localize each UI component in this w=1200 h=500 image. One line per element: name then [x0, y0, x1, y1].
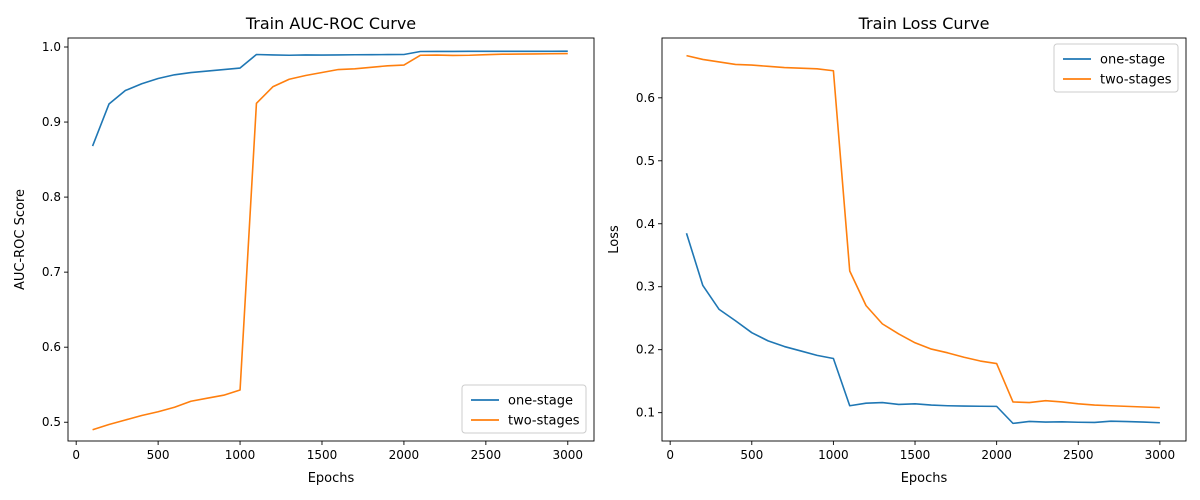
plot-frame: [661, 37, 1187, 442]
chart-title: Train AUC-ROC Curve: [245, 14, 416, 33]
y-tick-label: 0.4: [636, 217, 655, 231]
legend-label: one-stage: [508, 394, 573, 409]
x-tick-label: 3000: [1145, 448, 1176, 462]
series-line-one-stage: [91, 50, 568, 147]
series-line-two-stages: [686, 54, 1160, 409]
legend: one-stage two-stages: [1053, 43, 1179, 93]
x-tick-label: 2500: [471, 448, 502, 462]
y-tick-label: 0.8: [42, 190, 61, 204]
y-tick-label: 0.5: [636, 154, 655, 168]
y-tick-label: 0.6: [42, 340, 61, 354]
x-tick-label: 3000: [553, 448, 584, 462]
x-tick-label: 0: [72, 448, 80, 462]
plot-frame: [67, 37, 595, 442]
y-tick-label: 0.3: [636, 280, 655, 294]
x-tick-label: 2500: [1063, 448, 1094, 462]
y-tick-label: 0.6: [636, 91, 655, 105]
series-line-one-stage: [685, 232, 1160, 425]
y-tick-label: 0.2: [636, 343, 655, 357]
y-tick-label: 0.9: [42, 115, 61, 129]
chart-title: Train Loss Curve: [858, 14, 990, 33]
x-tick-label: 1000: [225, 448, 256, 462]
x-tick-label: 2000: [389, 448, 420, 462]
legend-box: [1053, 43, 1179, 93]
x-tick-label: 500: [740, 448, 763, 462]
legend-box: [461, 384, 587, 434]
y-tick-label: 0.5: [42, 415, 61, 429]
x-tick-label: 1500: [307, 448, 338, 462]
y-tick-label: 0.7: [42, 265, 61, 279]
y-axis-label: AUC-ROC Score: [13, 189, 28, 290]
y-axis-label: Loss: [607, 225, 622, 254]
x-axis-label: Epochs: [901, 471, 948, 486]
x-tick-label: 0: [666, 448, 674, 462]
legend-label: two-stages: [1100, 73, 1172, 88]
legend: one-stage two-stages: [461, 384, 587, 434]
y-tick-label: 1.0: [42, 40, 61, 54]
series-line-two-stages: [92, 52, 568, 431]
x-axis-label: Epochs: [308, 471, 355, 486]
auc-roc-chart: Train AUC-ROC Curve 0 500 1000 1500 2000 2500 3…: [13, 14, 595, 486]
y-tick-label: 0.1: [636, 406, 655, 420]
legend-label: two-stages: [508, 414, 580, 429]
x-tick-label: 2000: [981, 448, 1012, 462]
x-tick-label: 1500: [900, 448, 931, 462]
x-tick-label: 1000: [818, 448, 849, 462]
x-tick-label: 500: [147, 448, 170, 462]
legend-label: one-stage: [1100, 53, 1165, 68]
loss-chart: Train Loss Curve 0 500 1000 1500 2000 2500 3000…: [607, 14, 1187, 486]
